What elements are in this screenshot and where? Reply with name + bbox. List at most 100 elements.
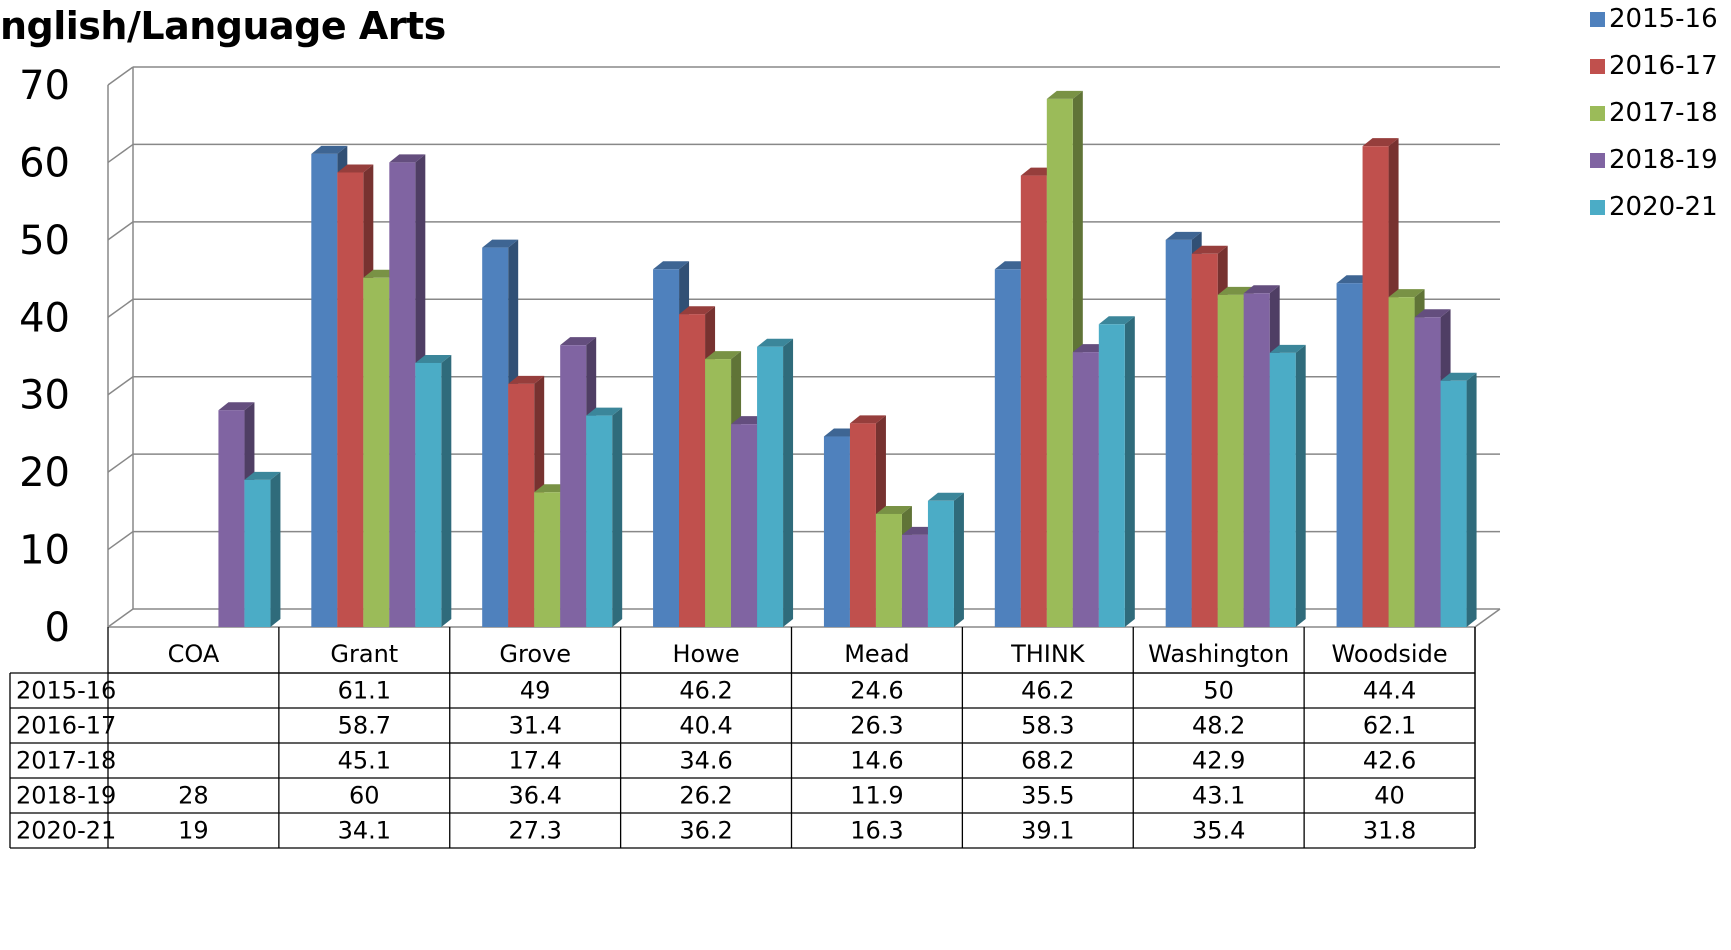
data-label: 42.9 (1192, 747, 1245, 775)
legend-entry: 2018-19 (1609, 145, 1718, 175)
data-label: 40.4 (679, 712, 732, 740)
bar-top (560, 337, 597, 346)
bar (586, 407, 623, 627)
legend-swatch (1590, 59, 1605, 74)
bar-top (927, 492, 964, 501)
bar-front (1020, 175, 1047, 627)
bar-top (218, 402, 255, 411)
bar-top (875, 505, 912, 514)
category-label: COA (168, 640, 220, 668)
data-label: 19 (178, 817, 209, 845)
bar-front (389, 162, 416, 627)
data-label: 50 (1203, 677, 1234, 705)
y-tick-label: 70 (19, 63, 70, 109)
bar-front (560, 345, 587, 627)
bar-side (953, 492, 964, 627)
bar-front (1098, 324, 1125, 627)
bar-top (757, 338, 794, 347)
bar-top (653, 261, 690, 270)
data-label: 44.4 (1363, 677, 1416, 705)
bar-front (1414, 317, 1441, 627)
legend-entry: 2016-17 (1609, 51, 1718, 81)
y-tick-label: 0 (45, 605, 70, 651)
side-wall-line (107, 143, 134, 164)
y-tick-label: 10 (19, 528, 70, 574)
data-label: 48.2 (1192, 712, 1245, 740)
side-wall-line (107, 608, 134, 628)
bar-front (927, 500, 954, 627)
data-label: 43.1 (1192, 782, 1245, 810)
bar (1098, 316, 1135, 627)
bar-front (1046, 98, 1073, 628)
bar-top (705, 351, 742, 360)
bar-top (1046, 90, 1083, 99)
legend-entry: 2017-18 (1609, 98, 1718, 128)
data-label: 11.9 (850, 782, 903, 810)
bar-top (244, 471, 281, 480)
category-label: Grove (499, 640, 571, 668)
bar-side (1124, 316, 1135, 627)
bar-front (337, 172, 364, 627)
bar-front (482, 247, 509, 627)
legend: 2015-16 2016-17 2017-18 2018-19 2020-21 (1590, 4, 1718, 222)
data-label: 17.4 (508, 747, 561, 775)
bar (244, 471, 281, 627)
data-label: 16.3 (850, 817, 903, 845)
side-wall-line (107, 221, 134, 241)
data-label: 34.1 (338, 817, 391, 845)
bar-front (849, 423, 876, 627)
category-label: Woodside (1332, 640, 1448, 668)
category-label: Mead (844, 640, 909, 668)
bar-front (875, 513, 902, 627)
side-wall-line (107, 453, 134, 473)
bar-top (311, 145, 348, 154)
bar-front (757, 346, 784, 627)
data-label: 27.3 (508, 817, 561, 845)
bar (927, 492, 964, 627)
bar-front (653, 269, 680, 627)
bar-top (1440, 372, 1477, 381)
bar-front (415, 362, 442, 627)
bar-front (994, 269, 1021, 627)
row-label: 2015-16 (16, 677, 116, 705)
bar-top (1165, 231, 1202, 240)
bar-top (337, 164, 374, 173)
data-table: COA Grant Grove Howe Mead THINK Washington Wood… (9, 627, 1476, 849)
data-label: 26.3 (850, 712, 903, 740)
data-label: 26.2 (679, 782, 732, 810)
category-label: Grant (330, 640, 398, 668)
bar-top (415, 354, 452, 363)
data-label: 34.6 (679, 747, 732, 775)
bar-front (508, 383, 535, 627)
legend-entry: 2020-21 (1609, 192, 1718, 222)
data-label: 58.3 (1021, 712, 1074, 740)
bar (1440, 372, 1477, 627)
data-label: 35.4 (1192, 817, 1245, 845)
bar-front (1269, 352, 1296, 627)
bar-side (270, 471, 281, 627)
bar-front (586, 415, 613, 627)
bar-front (534, 492, 561, 627)
legend-entry: 2015-16 (1609, 4, 1718, 34)
data-label: 39.1 (1021, 817, 1074, 845)
bars-layer (218, 90, 1477, 628)
bar-front (1362, 146, 1389, 627)
bar (757, 338, 794, 627)
y-tick-label: 50 (19, 218, 70, 264)
bar-top (849, 415, 886, 424)
bar-side (441, 354, 452, 627)
bar-top (389, 154, 426, 163)
row-label: 2016-17 (16, 712, 116, 740)
bar-top (1269, 344, 1306, 353)
legend-swatch (1590, 12, 1605, 27)
legend-swatch (1590, 153, 1605, 168)
bar (415, 354, 452, 627)
data-label: 42.6 (1363, 747, 1416, 775)
bar-top (679, 306, 716, 315)
bar-front (1191, 253, 1218, 627)
category-label: Howe (673, 640, 740, 668)
bar-top (508, 375, 545, 384)
data-label: 14.6 (850, 747, 903, 775)
data-label: 31.4 (508, 712, 561, 740)
data-label: 35.5 (1021, 782, 1074, 810)
